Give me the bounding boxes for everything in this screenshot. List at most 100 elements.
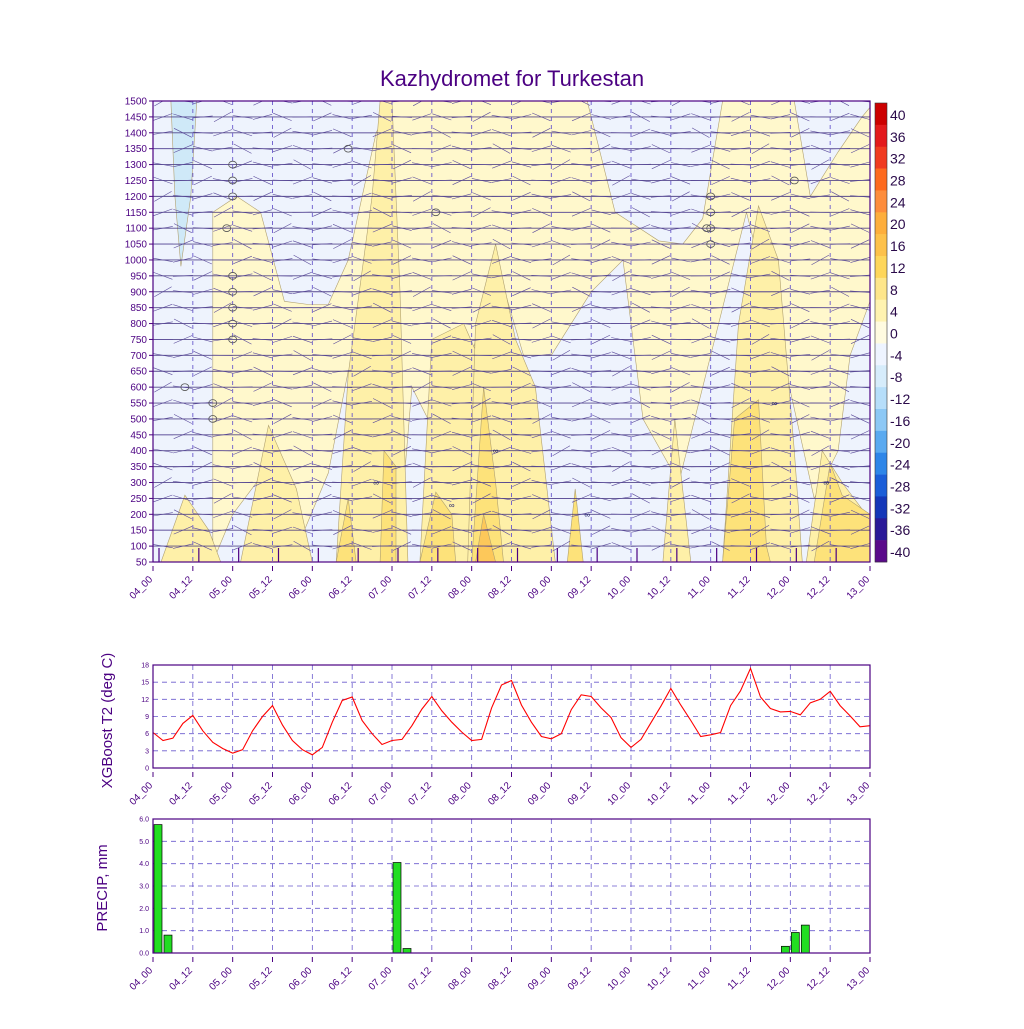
- contour-label: ∞: [823, 479, 829, 488]
- precip-bar: [791, 933, 799, 954]
- colorbar-swatch: [875, 453, 887, 475]
- colorbar-swatch: [875, 496, 887, 518]
- precip-y-tick-label: 5.0: [139, 839, 149, 846]
- x-tick-label: 12_00: [765, 780, 793, 808]
- x-tick-label: 10_00: [606, 574, 634, 602]
- x-tick-label: 09_00: [526, 780, 554, 808]
- precip-bar: [154, 825, 162, 953]
- y-tick-label: 1350: [125, 144, 148, 155]
- contour-label: ∞: [584, 510, 590, 519]
- y-tick-label: 1400: [125, 128, 148, 139]
- colorbar-swatch: [875, 387, 887, 409]
- temp-y-tick-label: 0: [145, 766, 149, 773]
- x-tick-label: 12_12: [805, 574, 833, 602]
- x-tick-label: 04_12: [168, 780, 196, 808]
- colorbar-label: 4: [890, 304, 898, 320]
- y-tick-label: 900: [130, 287, 147, 298]
- x-tick-label: 06_12: [327, 965, 355, 993]
- y-tick-label: 1250: [125, 176, 148, 187]
- x-tick-label: 07_00: [367, 780, 395, 808]
- x-tick-label: 11_12: [726, 780, 753, 807]
- x-tick-label: 06_12: [327, 574, 355, 602]
- x-tick-label: 08_00: [446, 574, 474, 602]
- x-tick-label: 09_12: [566, 574, 594, 602]
- precip-y-axis-label: PRECIP, mm: [94, 844, 111, 931]
- x-tick-label: 08_12: [486, 965, 514, 993]
- x-tick-label: 13_00: [845, 780, 873, 808]
- x-tick-label: 10_12: [646, 780, 674, 808]
- precip-bar: [781, 946, 789, 953]
- temp-y-tick-label: 3: [145, 748, 149, 755]
- colorbar-label: 16: [890, 238, 906, 254]
- x-tick-label: 05_12: [247, 780, 275, 808]
- y-tick-label: 650: [130, 367, 147, 378]
- y-tick-label: 800: [130, 319, 147, 330]
- y-tick-label: 1200: [125, 192, 148, 203]
- y-tick-label: 200: [130, 510, 147, 521]
- temp-y-tick-label: 15: [141, 680, 149, 687]
- x-tick-label: 09_12: [566, 780, 594, 808]
- precip-bar: [403, 949, 411, 954]
- x-tick-label: 08_12: [486, 780, 514, 808]
- x-tick-label: 10_12: [646, 965, 674, 993]
- colorbar-label: 8: [890, 282, 898, 298]
- x-tick-label: 11_00: [686, 574, 713, 601]
- temp-y-axis-label: XGBoost T2 (deg C): [99, 653, 116, 789]
- x-tick-label: 05_00: [207, 574, 235, 602]
- y-tick-label: 850: [130, 303, 147, 314]
- x-tick-label: 08_12: [486, 574, 514, 602]
- precip-y-tick-label: 2.0: [139, 906, 149, 913]
- x-tick-label: 08_00: [446, 965, 474, 993]
- x-tick-label: 09_00: [526, 574, 554, 602]
- colorbar-swatch: [875, 212, 887, 234]
- colorbar-swatch: [875, 322, 887, 344]
- colorbar-label: -28: [890, 479, 910, 495]
- y-tick-label: 950: [130, 271, 147, 282]
- x-tick-label: 05_00: [207, 965, 235, 993]
- colorbar-swatch: [875, 190, 887, 212]
- x-tick-label: 05_00: [207, 780, 235, 808]
- colorbar-label: 36: [890, 129, 906, 145]
- colorbar-label: -4: [890, 347, 903, 363]
- colorbar-swatch: [875, 147, 887, 169]
- colorbar-swatch: [875, 169, 887, 191]
- contour-label: ∞: [493, 447, 499, 456]
- x-tick-label: 04_00: [128, 574, 156, 602]
- precip-bar: [393, 863, 401, 954]
- x-tick-label: 11_00: [686, 780, 713, 807]
- y-tick-label: 300: [130, 478, 147, 489]
- x-tick-label: 09_12: [566, 965, 594, 993]
- x-tick-label: 07_12: [407, 574, 435, 602]
- y-tick-label: 600: [130, 383, 147, 394]
- precip-y-tick-label: 3.0: [139, 884, 149, 891]
- colorbar-label: 28: [890, 173, 906, 189]
- colorbar-swatch: [875, 475, 887, 497]
- colorbar-swatch: [875, 103, 887, 125]
- colorbar-label: -8: [890, 369, 903, 385]
- precip-y-tick-label: 0.0: [139, 951, 149, 958]
- colorbar-label: 0: [890, 326, 898, 342]
- x-tick-label: 11_12: [726, 574, 753, 601]
- y-tick-label: 1300: [125, 160, 148, 171]
- colorbar-label: -32: [890, 500, 910, 516]
- colorbar-label: -40: [890, 544, 910, 560]
- colorbar-label: -36: [890, 522, 910, 538]
- y-tick-label: 350: [130, 462, 147, 473]
- chart-title: Kazhydromet for Turkestan: [380, 66, 644, 91]
- precip-bar: [801, 925, 809, 953]
- y-tick-label: 700: [130, 351, 147, 362]
- y-tick-label: 750: [130, 335, 147, 346]
- colorbar-label: 20: [890, 216, 906, 232]
- y-tick-label: 500: [130, 414, 147, 425]
- colorbar-label: -16: [890, 413, 910, 429]
- precip-y-tick-label: 1.0: [139, 928, 149, 935]
- y-tick-label: 1150: [125, 208, 147, 219]
- colorbar-label: -24: [890, 457, 910, 473]
- y-tick-label: 150: [130, 526, 147, 537]
- temp-y-tick-label: 18: [141, 663, 149, 670]
- y-tick-label: 1050: [125, 240, 148, 251]
- temp-y-tick-label: 6: [145, 731, 149, 738]
